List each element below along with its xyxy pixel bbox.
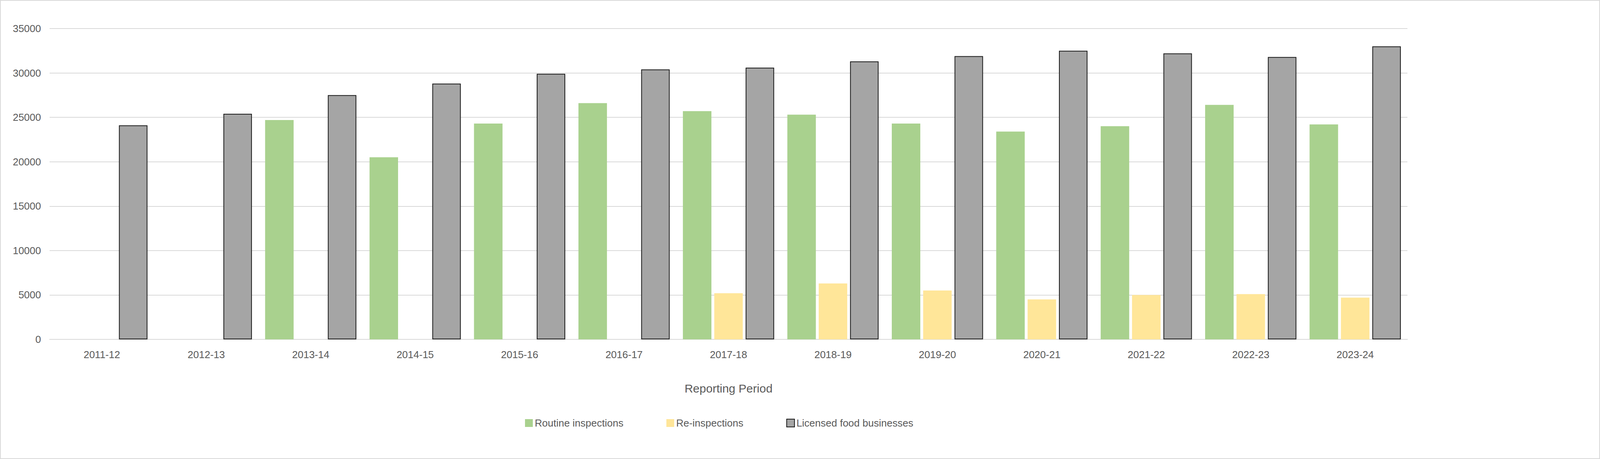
svg-text:2023-24: 2023-24 [1336,348,1374,361]
svg-text:2022-23: 2022-23 [1232,348,1270,361]
svg-text:20000: 20000 [12,155,42,168]
svg-text:2017-18: 2017-18 [709,348,747,361]
svg-text:2019-20: 2019-20 [918,348,956,361]
svg-text:30000: 30000 [12,67,42,79]
svg-text:Reporting Period: Reporting Period [684,381,773,395]
svg-text:2018-19: 2018-19 [814,348,852,361]
svg-text:15000: 15000 [12,200,42,212]
svg-text:Routine inspections: Routine inspections [534,416,624,429]
svg-text:10000: 10000 [12,244,42,257]
svg-text:35000: 35000 [12,22,42,35]
svg-text:2014-15: 2014-15 [396,348,434,361]
svg-text:2015-16: 2015-16 [501,348,539,361]
svg-text:2021-22: 2021-22 [1127,348,1165,361]
svg-text:2012-13: 2012-13 [187,348,225,361]
svg-text:2016-17: 2016-17 [605,348,643,361]
svg-text:25000: 25000 [12,111,42,124]
svg-text:5000: 5000 [18,288,42,301]
svg-text:2020-21: 2020-21 [1023,348,1061,361]
svg-text:2011-12: 2011-12 [83,348,121,361]
svg-text:Licensed food businesses: Licensed food businesses [796,416,914,429]
svg-text:0: 0 [35,333,42,345]
svg-text:Re-inspections: Re-inspections [676,416,744,429]
svg-text:2013-14: 2013-14 [292,348,330,361]
